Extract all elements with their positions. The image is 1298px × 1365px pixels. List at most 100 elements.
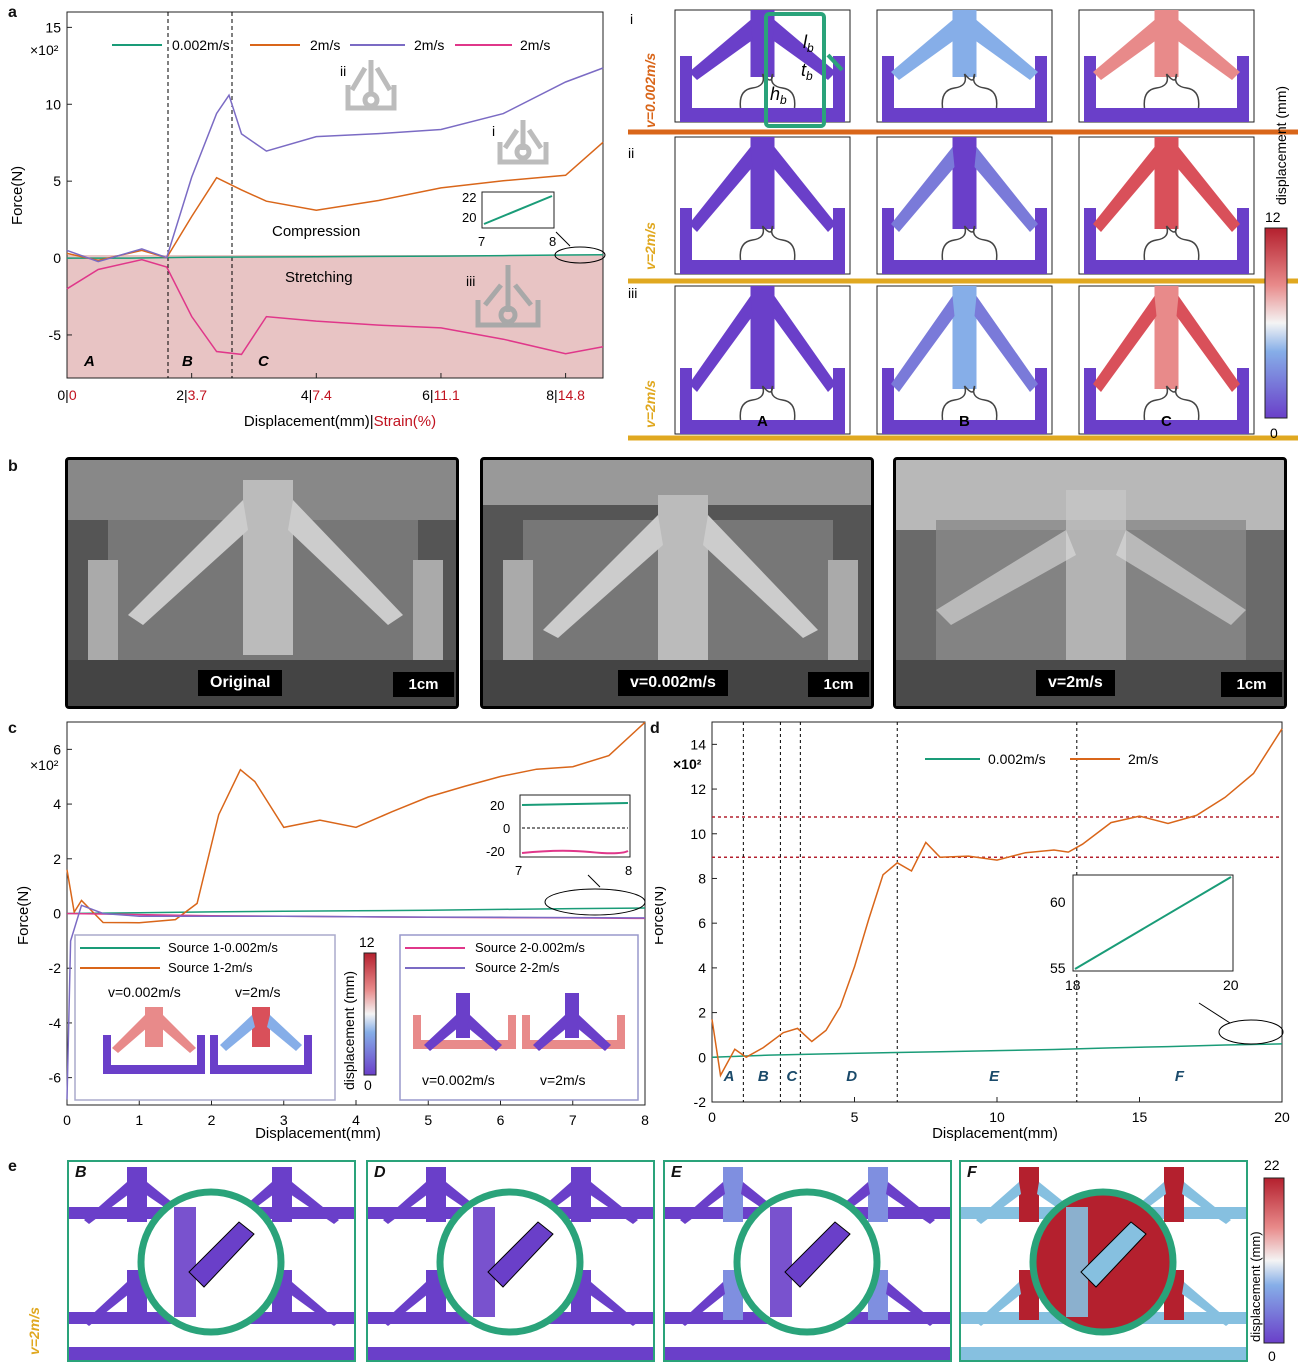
device-icon-i: [497, 120, 549, 165]
d-ytick-label: 8: [698, 870, 706, 886]
a-series-line: [66, 258, 604, 356]
a-series-line: [66, 141, 604, 262]
panel-e-box-D: D: [366, 1160, 655, 1362]
chart-c-colorbar: [363, 952, 377, 1076]
a-ytick-label: 15: [45, 19, 61, 35]
d-ytick-label: 4: [698, 960, 706, 976]
panel-e-sim: [368, 1162, 653, 1360]
c-xtick-label: 0: [63, 1112, 71, 1128]
chart-c-colorbar-label: displacement (mm): [341, 971, 357, 1090]
photo-label-original: Original: [198, 670, 283, 696]
svg-text:8: 8: [549, 234, 556, 249]
sim-cell: [674, 136, 851, 275]
mini-device-1: [103, 1007, 205, 1074]
panel-e-box-E: E: [663, 1160, 952, 1362]
sim-row-label-iii: v=2m/s: [642, 380, 658, 428]
chart-c-scale-label: ×10²: [30, 757, 59, 773]
scale-bar-label: 1cm: [393, 672, 454, 697]
chart-c-legend-2: Source 2-0.002m/s: [475, 940, 585, 955]
photo-slow: v=0.002m/s 1cm: [480, 457, 874, 709]
svg-text:20: 20: [1223, 977, 1239, 993]
chart-d-stage-label: A: [723, 1068, 735, 1085]
a-xtick-label: 0|0: [57, 387, 76, 403]
d-xtick-label: 0: [708, 1109, 716, 1125]
roman-ii-label: ii: [340, 63, 346, 79]
chart-a-stage-B: B: [182, 353, 193, 370]
sim-col-label-B: B: [959, 413, 970, 430]
geom-label-l: lb: [803, 32, 814, 55]
panel-e-row-label: v=2m/s: [26, 1307, 42, 1355]
chart-c-sub-label-2: v=0.002m/s: [422, 1072, 495, 1088]
chart-a-legend-3: 2m/s: [520, 37, 550, 53]
panel-e-label-D: D: [374, 1164, 386, 1181]
chart-a-stretching-label: Stretching: [285, 269, 353, 286]
sim-cell: [1078, 136, 1255, 275]
chart-a-xlabel: Displacement(mm)|Strain(%): [244, 413, 436, 430]
chart-c-xlabel: Displacement(mm): [255, 1125, 381, 1142]
photo-label-slow: v=0.002m/s: [618, 670, 728, 696]
svg-text:60: 60: [1050, 894, 1066, 910]
panel-d-letter: d: [650, 720, 660, 737]
geom-label-h: hb: [770, 84, 787, 107]
c-xtick-label: 4: [352, 1112, 360, 1128]
panel-e-row-label-wrap: v=2m/s: [23, 1240, 45, 1360]
svg-text:0: 0: [1270, 425, 1278, 441]
sim-cell: [1078, 9, 1255, 123]
a-xtick-label: 2|3.7: [176, 387, 207, 403]
svg-text:-20: -20: [486, 844, 505, 859]
sim-col-label-A: A: [757, 413, 768, 430]
roman-i-label: i: [492, 123, 495, 139]
panel-e-sim: [961, 1162, 1246, 1360]
chart-d-ylabel: Force(N): [655, 886, 667, 945]
c-ytick-label: -2: [49, 960, 62, 976]
d-xtick-label: 5: [851, 1109, 859, 1125]
scale-bar-label: 1cm: [808, 672, 869, 697]
sim-cell: [876, 9, 1053, 123]
device-icon-iii: [475, 265, 541, 328]
sim-roman-iii: iii: [628, 285, 637, 301]
panel-c-letter: c: [8, 720, 17, 737]
chart-d-stage-label: E: [989, 1068, 1000, 1085]
svg-text:55: 55: [1050, 960, 1066, 976]
chart-a-scale-label: ×10²: [30, 42, 59, 58]
d-ytick-label: 10: [690, 826, 706, 842]
chart-c-sub-label-0: v=0.002m/s: [108, 984, 181, 1000]
d-ytick-label: 14: [690, 736, 706, 752]
panel-e-box-F: F: [959, 1160, 1248, 1362]
svg-text:20: 20: [462, 210, 476, 225]
chart-d-stage-label: F: [1175, 1068, 1185, 1085]
c-ytick-label: 4: [53, 796, 61, 812]
c-series-line: [66, 904, 646, 1100]
svg-text:22: 22: [1264, 1157, 1280, 1173]
a-ytick-label: 5: [53, 173, 61, 189]
a-series-line: [66, 67, 604, 263]
panel-e-label-E: E: [671, 1164, 682, 1181]
svg-text:7: 7: [478, 234, 485, 249]
c-ytick-label: 6: [53, 741, 61, 757]
scale-bar-label: 1cm: [1221, 672, 1282, 697]
d-ytick-label: 0: [698, 1049, 706, 1065]
svg-text:18: 18: [1065, 977, 1081, 993]
a-xtick-label: 6|11.1: [422, 387, 460, 403]
panel-e-letter: e: [8, 1158, 17, 1175]
chart-c-zoom-ellipse: [544, 888, 646, 916]
d-series-line: [711, 1043, 1283, 1059]
chart-c-legend-0: Source 1-0.002m/s: [168, 940, 278, 955]
panel-e-label-F: F: [967, 1164, 977, 1181]
d-series-line: [711, 728, 1283, 1078]
sim-colorbar: [1264, 227, 1288, 419]
svg-text:0: 0: [1268, 1348, 1276, 1363]
c-xtick-label: 6: [497, 1112, 505, 1128]
svg-text:0: 0: [503, 821, 510, 836]
photo-label-fast: v=2m/s: [1036, 670, 1115, 696]
roman-iii-label: iii: [466, 273, 475, 289]
sim-row-label-i: v=0.002m/s: [642, 53, 658, 128]
c-xtick-label: 3: [280, 1112, 288, 1128]
svg-text:12: 12: [359, 934, 375, 950]
panel-e-box-B: B: [67, 1160, 356, 1362]
panel-e-label-B: B: [75, 1164, 87, 1181]
photo-fast-device: [896, 460, 1284, 706]
